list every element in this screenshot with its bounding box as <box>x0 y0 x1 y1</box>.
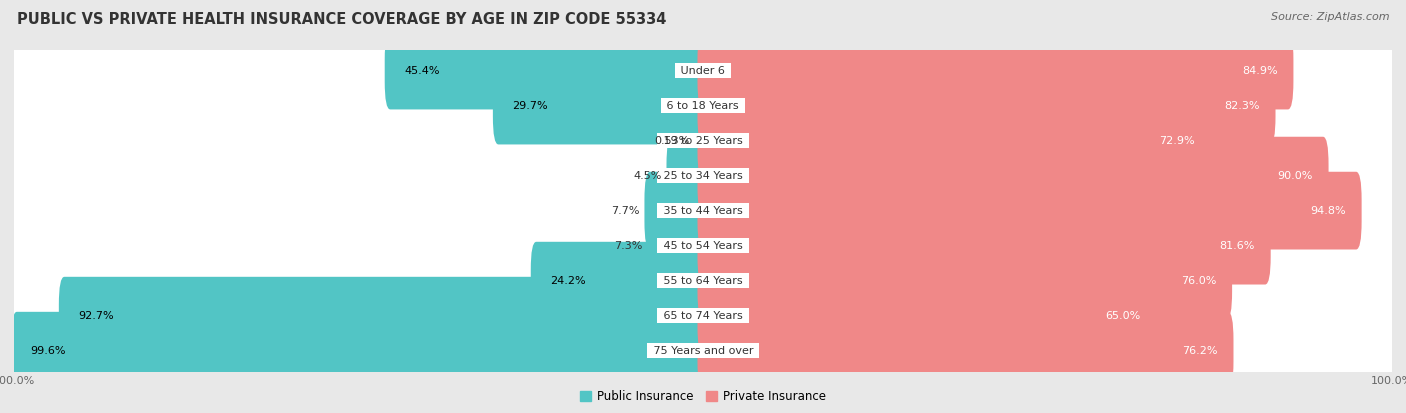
FancyBboxPatch shape <box>697 172 1361 249</box>
Text: Source: ZipAtlas.com: Source: ZipAtlas.com <box>1271 12 1389 22</box>
Text: 94.8%: 94.8% <box>1310 206 1346 216</box>
Text: 6 to 18 Years: 6 to 18 Years <box>664 101 742 111</box>
FancyBboxPatch shape <box>10 292 1396 410</box>
FancyBboxPatch shape <box>10 12 1396 129</box>
FancyBboxPatch shape <box>10 47 1396 164</box>
Text: 92.7%: 92.7% <box>79 311 114 320</box>
Legend: Public Insurance, Private Insurance: Public Insurance, Private Insurance <box>575 385 831 408</box>
Text: 75 Years and over: 75 Years and over <box>650 346 756 356</box>
Text: 24.2%: 24.2% <box>550 275 586 286</box>
FancyBboxPatch shape <box>10 12 1396 129</box>
FancyBboxPatch shape <box>697 277 1156 354</box>
FancyBboxPatch shape <box>10 152 1396 269</box>
FancyBboxPatch shape <box>10 257 1396 375</box>
FancyBboxPatch shape <box>10 117 1396 235</box>
FancyBboxPatch shape <box>10 222 1396 339</box>
FancyBboxPatch shape <box>11 312 709 389</box>
FancyBboxPatch shape <box>666 137 709 214</box>
Text: 25 to 34 Years: 25 to 34 Years <box>659 171 747 180</box>
FancyBboxPatch shape <box>10 82 1396 199</box>
Text: 19 to 25 Years: 19 to 25 Years <box>659 135 747 146</box>
Text: Under 6: Under 6 <box>678 66 728 76</box>
Text: 99.6%: 99.6% <box>31 346 66 356</box>
FancyBboxPatch shape <box>697 32 1294 109</box>
Text: 76.2%: 76.2% <box>1182 346 1218 356</box>
Text: 7.7%: 7.7% <box>612 206 640 216</box>
Text: 65 to 74 Years: 65 to 74 Years <box>659 311 747 320</box>
Text: 90.0%: 90.0% <box>1277 171 1313 180</box>
FancyBboxPatch shape <box>10 292 1396 409</box>
FancyBboxPatch shape <box>10 47 1396 164</box>
FancyBboxPatch shape <box>10 117 1396 234</box>
Text: 84.9%: 84.9% <box>1241 66 1278 76</box>
Text: 35 to 44 Years: 35 to 44 Years <box>659 206 747 216</box>
Text: 55 to 64 Years: 55 to 64 Years <box>659 275 747 286</box>
FancyBboxPatch shape <box>697 207 1271 285</box>
FancyBboxPatch shape <box>385 32 709 109</box>
FancyBboxPatch shape <box>647 207 709 285</box>
FancyBboxPatch shape <box>697 67 1275 145</box>
FancyBboxPatch shape <box>10 222 1396 339</box>
Text: 82.3%: 82.3% <box>1225 101 1260 111</box>
FancyBboxPatch shape <box>697 242 1232 320</box>
Text: 29.7%: 29.7% <box>512 101 548 111</box>
Text: PUBLIC VS PRIVATE HEALTH INSURANCE COVERAGE BY AGE IN ZIP CODE 55334: PUBLIC VS PRIVATE HEALTH INSURANCE COVER… <box>17 12 666 27</box>
FancyBboxPatch shape <box>10 152 1396 269</box>
Text: 45.4%: 45.4% <box>404 66 440 76</box>
FancyBboxPatch shape <box>494 67 709 145</box>
FancyBboxPatch shape <box>10 82 1396 199</box>
Text: 81.6%: 81.6% <box>1219 241 1254 251</box>
FancyBboxPatch shape <box>10 187 1396 304</box>
Text: 45 to 54 Years: 45 to 54 Years <box>659 241 747 251</box>
FancyBboxPatch shape <box>693 102 709 180</box>
Text: 76.0%: 76.0% <box>1181 275 1216 286</box>
FancyBboxPatch shape <box>697 137 1329 214</box>
Text: 0.53%: 0.53% <box>654 135 689 146</box>
FancyBboxPatch shape <box>697 312 1233 389</box>
Text: 65.0%: 65.0% <box>1105 311 1140 320</box>
FancyBboxPatch shape <box>10 187 1396 304</box>
FancyBboxPatch shape <box>644 172 709 249</box>
FancyBboxPatch shape <box>697 102 1211 180</box>
Text: 72.9%: 72.9% <box>1160 135 1195 146</box>
FancyBboxPatch shape <box>10 257 1396 374</box>
FancyBboxPatch shape <box>531 242 709 320</box>
Text: 4.5%: 4.5% <box>633 171 662 180</box>
Text: 7.3%: 7.3% <box>614 241 643 251</box>
FancyBboxPatch shape <box>59 277 709 354</box>
